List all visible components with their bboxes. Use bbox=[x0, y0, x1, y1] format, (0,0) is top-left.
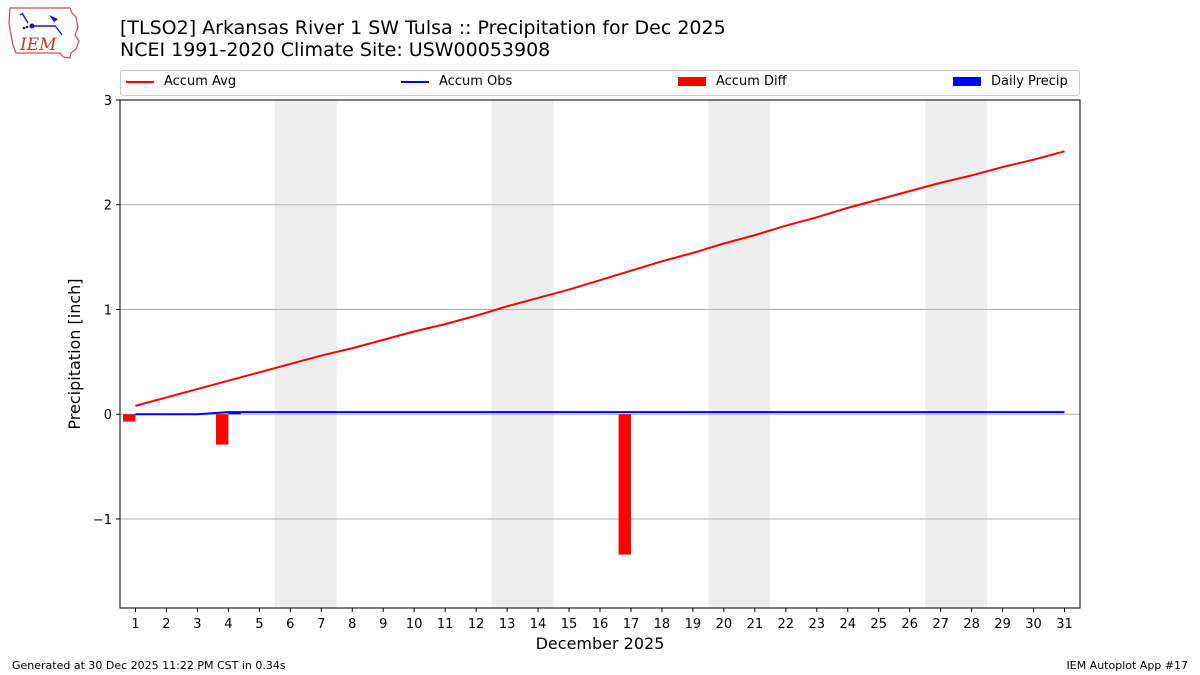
x-tick-label: 9 bbox=[379, 617, 387, 632]
accum-obs-line bbox=[135, 411, 1065, 416]
x-tick-label: 18 bbox=[654, 617, 671, 632]
x-tick-label: 22 bbox=[778, 617, 795, 632]
legend-label: Accum Obs bbox=[439, 74, 513, 89]
x-tick-label: 10 bbox=[406, 617, 423, 632]
x-tick-label: 4 bbox=[224, 617, 232, 632]
y-axis-label: Precipitation [inch] bbox=[65, 278, 84, 429]
legend-item-accum-obs: Accum Obs bbox=[401, 74, 512, 89]
y-tick-label: 3 bbox=[104, 94, 112, 109]
x-tick-label: 7 bbox=[317, 617, 325, 632]
x-tick-label: 5 bbox=[255, 617, 263, 632]
accum-diff-bar bbox=[216, 414, 229, 445]
legend-label: Accum Avg bbox=[164, 74, 237, 89]
iem-logo-graphic bbox=[8, 7, 80, 59]
legend-label: Accum Diff bbox=[716, 74, 787, 89]
x-tick-label: 2 bbox=[162, 617, 170, 632]
grid-lines bbox=[120, 204, 1080, 520]
x-tick-label: 26 bbox=[901, 617, 918, 632]
x-tick-label: 1 bbox=[131, 617, 139, 632]
y-tick-label: 0 bbox=[104, 408, 112, 423]
axis-ticks: 1 2 3 4 5 6 7 8 9 10 11 12 13 14 15 16 17 18 19 20 21 22 23 24 2… bbox=[93, 94, 1073, 632]
y-tick-label: 2 bbox=[104, 199, 112, 214]
legend-item-accum-avg: Accum Avg bbox=[126, 74, 236, 89]
accum-avg-line bbox=[135, 150, 1065, 407]
x-tick-label: 14 bbox=[530, 617, 547, 632]
legend-label: Daily Precip bbox=[991, 74, 1068, 89]
legend-item-daily-precip: Daily Precip bbox=[953, 74, 1068, 89]
title-line-2: NCEI 1991-2020 Climate Site: USW00053908 bbox=[120, 39, 551, 61]
legend-swatch-accum-avg bbox=[126, 80, 154, 83]
x-tick-label: 6 bbox=[286, 617, 294, 632]
x-tick-label: 19 bbox=[685, 617, 702, 632]
x-tick-label: 15 bbox=[561, 617, 578, 632]
y-tick-label: 1 bbox=[104, 303, 112, 318]
x-tick-label: 29 bbox=[994, 617, 1011, 632]
logo-text: IEM bbox=[20, 35, 57, 55]
weekend-shade bbox=[925, 100, 988, 608]
weekend-shading bbox=[274, 100, 988, 608]
x-tick-label: 12 bbox=[468, 617, 485, 632]
x-tick-label: 8 bbox=[348, 617, 356, 632]
iem-logo[interactable]: IEM bbox=[6, 5, 82, 61]
x-tick-label: 20 bbox=[716, 617, 733, 632]
y-tick-label: −1 bbox=[93, 513, 112, 528]
x-axis-label: December 2025 bbox=[536, 634, 665, 653]
legend-swatch-daily-precip bbox=[953, 77, 981, 86]
x-tick-label: 27 bbox=[932, 617, 949, 632]
x-tick-label: 3 bbox=[193, 617, 201, 632]
accum-diff-bar bbox=[618, 414, 631, 555]
x-tick-label: 23 bbox=[809, 617, 826, 632]
weekend-shade bbox=[708, 100, 771, 608]
chart-title: [TLSO2] Arkansas River 1 SW Tulsa :: Pre… bbox=[120, 17, 726, 61]
x-tick-label: 17 bbox=[623, 617, 640, 632]
chart-legend: Accum Avg Accum Obs Accum Diff Daily Pre… bbox=[120, 70, 1080, 96]
legend-item-accum-diff: Accum Diff bbox=[678, 74, 787, 89]
footer-generated: Generated at 30 Dec 2025 11:22 PM CST in… bbox=[12, 659, 286, 672]
footer-app: IEM Autoplot App #17 bbox=[1066, 659, 1189, 672]
x-tick-label: 24 bbox=[839, 617, 856, 632]
title-line-1: [TLSO2] Arkansas River 1 SW Tulsa :: Pre… bbox=[120, 17, 726, 39]
x-tick-label: 21 bbox=[747, 617, 764, 632]
legend-swatch-accum-diff bbox=[678, 77, 706, 86]
x-tick-label: 16 bbox=[592, 617, 609, 632]
bar-series bbox=[123, 412, 631, 555]
legend-swatch-accum-obs bbox=[401, 80, 429, 83]
x-tick-label: 11 bbox=[437, 617, 454, 632]
line-series bbox=[135, 150, 1065, 416]
accum-diff-bar bbox=[123, 414, 136, 422]
x-tick-label: 31 bbox=[1056, 617, 1073, 632]
x-tick-label: 13 bbox=[499, 617, 516, 632]
x-tick-label: 28 bbox=[963, 617, 980, 632]
x-tick-label: 30 bbox=[1025, 617, 1042, 632]
weekend-shade bbox=[491, 100, 554, 608]
x-tick-label: 25 bbox=[870, 617, 887, 632]
daily-precip-bar bbox=[228, 412, 241, 415]
